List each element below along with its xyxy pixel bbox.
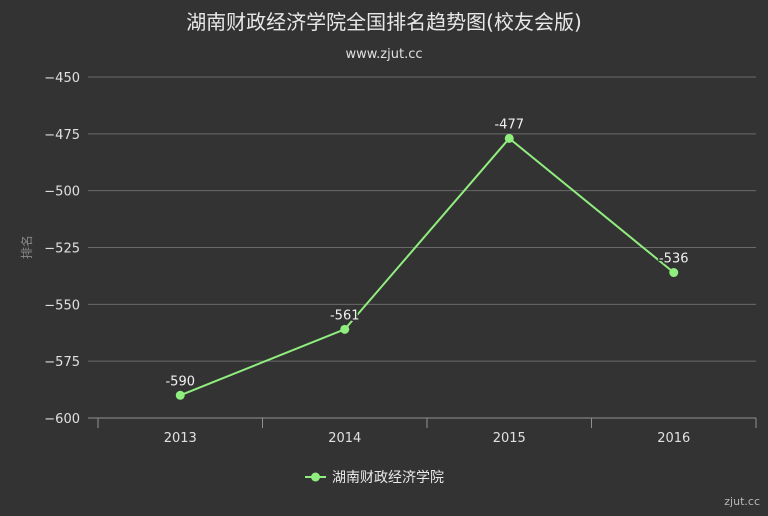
data-label: -561 — [330, 308, 360, 323]
data-point[interactable] — [175, 390, 185, 400]
y-tick-label: −450 — [44, 71, 80, 86]
legend-label[interactable]: 湖南财政经济学院 — [332, 470, 444, 486]
y-tick-label: −500 — [44, 185, 80, 200]
legend-marker[interactable] — [311, 472, 320, 482]
y-tick-label: −525 — [44, 242, 80, 257]
watermark-text: zjut.cc — [724, 495, 760, 508]
y-tick-label: −475 — [44, 128, 80, 143]
x-axis: 2013 2014 2015 2016 — [88, 417, 757, 446]
y-axis-label: 排名 — [19, 235, 34, 259]
series-layer: -590 -561 -477 -536 — [164, 116, 690, 400]
data-point[interactable] — [340, 324, 350, 334]
x-tick-label: 2013 — [164, 431, 197, 446]
data-point[interactable] — [504, 133, 514, 143]
data-point[interactable] — [669, 268, 679, 278]
data-label: -536 — [659, 252, 689, 267]
y-tick-label: −600 — [44, 412, 80, 427]
data-label: -477 — [494, 117, 524, 132]
legend[interactable]: 湖南财政经济学院 — [305, 470, 444, 486]
x-tick-label: 2016 — [657, 431, 690, 446]
chart-title: 湖南财政经济学院全国排名趋势图(校友会版) — [186, 10, 582, 34]
x-tick-label: 2015 — [493, 431, 526, 446]
chart-subtitle: www.zjut.cc — [345, 47, 422, 62]
y-tick-label: −575 — [44, 355, 80, 370]
data-label: -590 — [165, 374, 195, 389]
y-axis-ticks: −450 −475 −500 −525 −550 −575 −600 — [44, 71, 80, 427]
x-tick-label: 2014 — [328, 431, 361, 446]
grid-lines — [88, 76, 756, 362]
y-tick-label: −550 — [44, 298, 80, 313]
series-line — [179, 136, 675, 397]
